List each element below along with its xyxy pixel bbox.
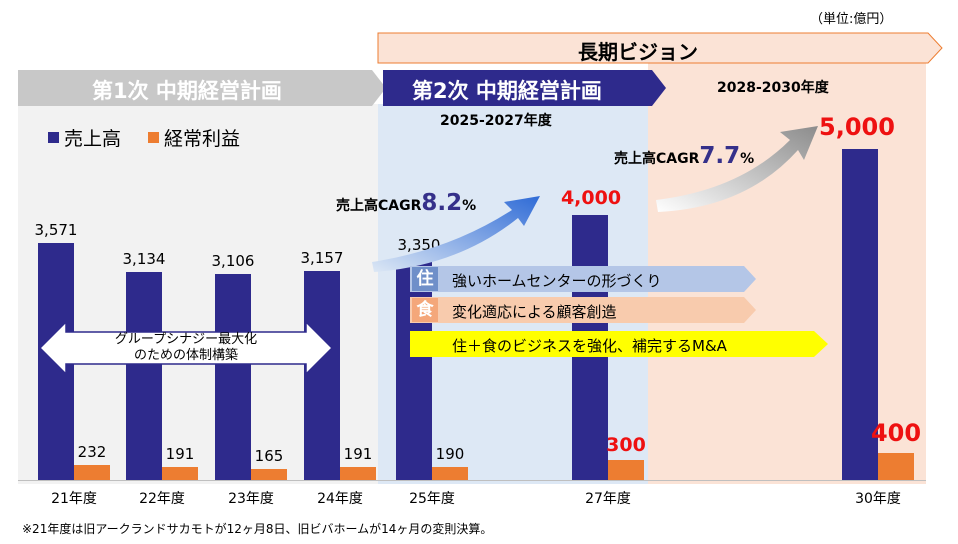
- profit-bar: [340, 467, 376, 480]
- profit-value-label: 300: [606, 434, 646, 457]
- profit-bar: [878, 453, 914, 480]
- plan2-title: 第2次 中期経営計画: [412, 79, 602, 103]
- cagr-1-prefix: 売上高CAGR: [336, 198, 422, 214]
- synergy-line-2: のための体制構築: [133, 348, 238, 363]
- vision-arrow-shape: [377, 32, 943, 64]
- profit-value-label: 400: [870, 419, 922, 448]
- sales-value-label: 3,134: [122, 250, 166, 269]
- profit-bar: [251, 469, 287, 480]
- synergy-arrow: [38, 320, 334, 376]
- x-tick-label: 25年度: [409, 491, 455, 507]
- cagr-2-suffix: %: [740, 151, 755, 167]
- synergy-text: グループシナジー最大化 のための体制構築: [66, 332, 306, 364]
- sales-value-label: 4,000: [560, 186, 622, 209]
- x-axis-baseline: [18, 480, 926, 481]
- profit-value-label: 191: [343, 445, 373, 464]
- plan1-arrow-shape: [18, 70, 386, 106]
- sales-value-label: 3,106: [211, 252, 255, 271]
- footnote: ※21年度は旧アークランドサカモトが12ヶ月8日、旧ビバホームが14ヶ月の変則決…: [22, 522, 493, 536]
- strategy-banner-1: [410, 266, 756, 292]
- cagr-2-value: 7.7: [699, 143, 741, 169]
- x-tick-label: 30年度: [855, 491, 901, 507]
- vision-title: 長期ビジョン: [578, 40, 698, 64]
- synergy-line-1: グループシナジー最大化: [114, 332, 258, 347]
- x-tick-label: 27年度: [585, 491, 631, 507]
- sales-value-label: 3,571: [34, 221, 78, 240]
- plan1-title: 第1次 中期経営計画: [92, 79, 282, 103]
- cagr-2: 売上高CAGR7.7%: [614, 143, 754, 169]
- profit-value-label: 191: [165, 445, 195, 464]
- plan2-arrow-shape: [383, 70, 666, 106]
- profit-value-label: 190: [435, 445, 465, 464]
- cagr-arrow-1: [372, 196, 540, 272]
- profit-bar: [608, 460, 644, 480]
- strategy-text-3: 住＋食のビジネスを強化、補完するM&A: [452, 337, 727, 355]
- cagr-1-value: 8.2: [421, 190, 463, 216]
- profit-value-label: 232: [77, 442, 107, 461]
- strategy-badge-1: 住: [412, 267, 438, 291]
- legend-profit-swatch: [148, 132, 159, 143]
- cagr-1: 売上高CAGR8.2%: [336, 190, 476, 216]
- x-tick-label: 22年度: [139, 491, 185, 507]
- strategy-text-2: 変化適応による顧客創造: [452, 303, 617, 321]
- legend-profit-label: 経常利益: [164, 128, 241, 150]
- sales-bar: [215, 274, 251, 480]
- x-tick-label: 23年度: [228, 491, 274, 507]
- sales-bar: [842, 148, 878, 480]
- profit-value-label: 165: [254, 447, 284, 466]
- x-tick-label: 21年度: [51, 491, 97, 507]
- legend-sales-label: 売上高: [64, 128, 122, 150]
- profit-bar: [74, 464, 110, 480]
- sales-value-label: 3,157: [300, 248, 344, 267]
- strategy-text-1: 強いホームセンターの形づくり: [452, 272, 662, 290]
- vision-years: 2028-2030年度: [717, 80, 829, 96]
- strategy-banner-2: [410, 297, 756, 323]
- x-tick-label: 24年度: [317, 491, 363, 507]
- profit-bar: [162, 467, 198, 480]
- sales-bar: [396, 257, 432, 480]
- strategy-banner-3: [410, 331, 828, 357]
- profit-bar: [432, 467, 468, 480]
- sales-value-label: 5,000: [819, 112, 895, 141]
- sales-bar: [126, 272, 162, 480]
- legend-sales-swatch: [48, 132, 59, 143]
- plan2-years: 2025-2027年度: [440, 113, 552, 129]
- sales-bar: [304, 270, 340, 480]
- cagr-2-prefix: 売上高CAGR: [614, 151, 700, 167]
- cagr-1-suffix: %: [462, 198, 477, 214]
- unit-label: （単位:億円）: [810, 12, 893, 27]
- cagr-arrow-2: [656, 126, 818, 212]
- strategy-badge-2: 食: [412, 298, 438, 322]
